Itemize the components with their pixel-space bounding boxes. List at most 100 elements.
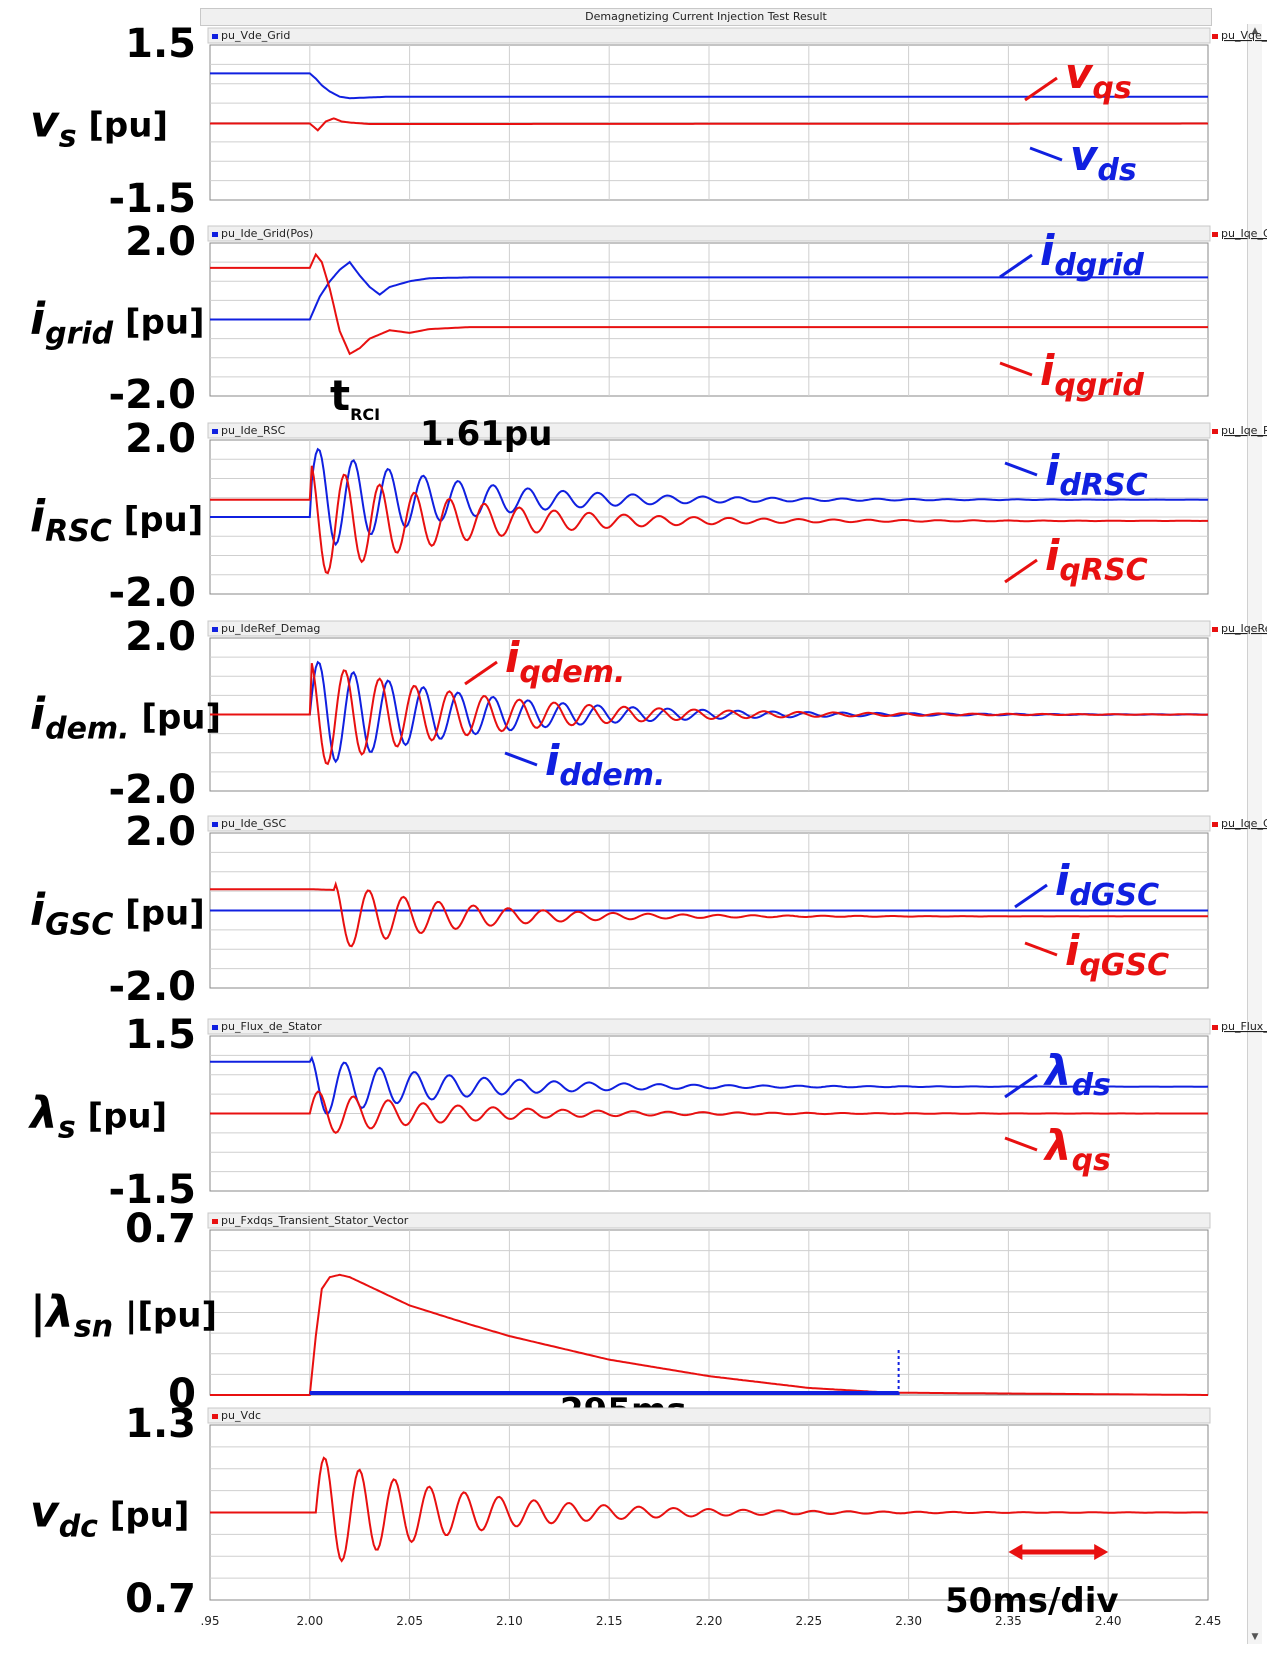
annotation-arrow xyxy=(1014,883,1048,909)
legend-swatch xyxy=(1212,429,1218,434)
legend-swatch xyxy=(212,1414,218,1419)
annotation-arrow xyxy=(999,361,1033,377)
legend-swatch xyxy=(212,34,218,39)
y-tick-min: -2.0 xyxy=(109,767,196,813)
series-line-2 xyxy=(210,663,1209,766)
y-tick-max: 0.7 xyxy=(125,1206,196,1252)
annotation-label: 1.61pu xyxy=(420,414,552,454)
y-tick-min: -1.5 xyxy=(109,1167,196,1213)
legend-strip xyxy=(207,815,1211,832)
y-axis-label: vs [pu] xyxy=(30,97,168,155)
legend-label: pu_IqeRef_Demag xyxy=(1221,622,1267,635)
window-title: Demagnetizing Current Injection Test Res… xyxy=(200,8,1212,26)
annotation-arrow xyxy=(1004,461,1038,477)
legend-swatch xyxy=(1212,627,1218,632)
y-tick-min: 0.7 xyxy=(125,1576,196,1622)
legend-swatch xyxy=(212,429,218,434)
y-tick-max: 2.0 xyxy=(125,219,196,265)
y-axis-label: vdc [pu] xyxy=(30,1487,189,1545)
x-tick-label: 2.15 xyxy=(596,1614,623,1628)
y-tick-max: 1.5 xyxy=(125,1012,196,1058)
legend-strip xyxy=(207,27,1211,44)
series-line-1 xyxy=(210,1273,1208,1396)
legend-swatch xyxy=(1212,232,1218,237)
series-line-1 xyxy=(210,1055,1209,1115)
y-tick-min: -2.0 xyxy=(109,964,196,1010)
series-line-2 xyxy=(210,117,1208,132)
legend-strip xyxy=(207,1018,1211,1035)
legend-label: pu_Vdc xyxy=(221,1409,261,1422)
legend-label: pu_Ide_Grid(Pos) xyxy=(221,227,313,240)
annotation-arrow xyxy=(464,660,498,686)
x-tick-label: 2.45 xyxy=(1195,1614,1222,1628)
legend-label: pu_IdeRef_Demag xyxy=(221,622,320,635)
series-line-1 xyxy=(210,447,1209,547)
annotation-label: 50ms/div xyxy=(945,1581,1119,1621)
series-line-2 xyxy=(210,465,1208,575)
y-tick-max: 2.0 xyxy=(125,614,196,660)
y-axis-label: idem. [pu] xyxy=(30,689,221,747)
series-line-2 xyxy=(210,1090,1208,1134)
y-tick-min: -2.0 xyxy=(109,372,196,418)
y-axis-label: iGSC [pu] xyxy=(30,885,205,943)
legend-swatch xyxy=(212,822,218,827)
x-tick-label: .95 xyxy=(200,1614,219,1628)
y-axis-label: λs [pu] xyxy=(28,1088,167,1146)
y-axis-label: iRSC [pu] xyxy=(30,491,203,549)
legend-swatch xyxy=(1212,1025,1218,1030)
vertical-scrollbar[interactable]: ▲ ▼ xyxy=(1247,24,1262,1644)
annotation-arrow xyxy=(1004,1073,1038,1099)
scroll-down-arrow-icon[interactable]: ▼ xyxy=(1251,1632,1259,1642)
y-axis-label: |λsn |[pu] xyxy=(30,1287,217,1345)
annotation-arrow xyxy=(1004,1136,1038,1152)
x-tick-label: 2.00 xyxy=(296,1614,323,1628)
y-tick-min: 0 xyxy=(168,1371,196,1417)
legend-label: pu_Ide_GSC xyxy=(221,817,286,830)
y-axis-label: igrid [pu] xyxy=(30,294,205,352)
series-line-1 xyxy=(210,260,1208,321)
x-tick-label: 2.40 xyxy=(1095,1614,1122,1628)
legend-swatch xyxy=(212,1025,218,1030)
y-tick-max: 1.3 xyxy=(125,1401,196,1447)
legend-strip xyxy=(207,225,1211,242)
annotation-arrow xyxy=(1029,146,1063,162)
legend-strip xyxy=(207,620,1211,637)
legend-swatch xyxy=(1212,34,1218,39)
series-line-2 xyxy=(210,880,1208,948)
x-tick-label: 2.20 xyxy=(696,1614,723,1628)
annotation-arrow xyxy=(1024,941,1058,957)
x-tick-label: 2.25 xyxy=(795,1614,822,1628)
y-tick-max: 2.0 xyxy=(125,809,196,855)
legend-label: pu_Vqe_Grid xyxy=(1221,29,1267,42)
annotation-arrow xyxy=(1004,558,1038,584)
legend-strip xyxy=(207,1407,1211,1424)
legend-label: pu_Vde_Grid xyxy=(221,29,290,42)
scroll-up-arrow-icon[interactable]: ▲ xyxy=(1251,26,1259,36)
legend-label: pu_Fxdqs_Transient_Stator_Vector xyxy=(221,1214,409,1227)
legend-swatch xyxy=(212,627,218,632)
arrowhead-right-icon xyxy=(1094,1544,1109,1560)
annotation-arrow xyxy=(504,751,538,767)
legend-strip xyxy=(207,1212,1211,1229)
legend-swatch xyxy=(212,232,218,237)
annotation-arrow xyxy=(999,253,1033,279)
legend-label: pu_Iqe_GSC xyxy=(1221,817,1267,830)
annotation-label: iqGSC xyxy=(1065,926,1169,983)
x-tick-label: 2.10 xyxy=(496,1614,523,1628)
legend-swatch xyxy=(212,1219,218,1224)
series-line-1 xyxy=(210,72,1208,100)
legend-label: pu_Ide_RSC xyxy=(221,424,286,437)
y-tick-max: 2.0 xyxy=(125,416,196,462)
series-line-2 xyxy=(210,252,1208,356)
y-tick-max: 1.5 xyxy=(125,21,196,67)
legend-label: pu_Iqe_Grid(Pos) xyxy=(1221,227,1267,240)
y-tick-min: -1.5 xyxy=(109,176,196,222)
x-tick-label: 2.30 xyxy=(895,1614,922,1628)
legend-strip xyxy=(207,422,1211,439)
x-tick-label: 2.35 xyxy=(995,1614,1022,1628)
legend-swatch xyxy=(1212,822,1218,827)
annotation-arrow xyxy=(1024,76,1058,102)
x-tick-label: 2.05 xyxy=(396,1614,423,1628)
